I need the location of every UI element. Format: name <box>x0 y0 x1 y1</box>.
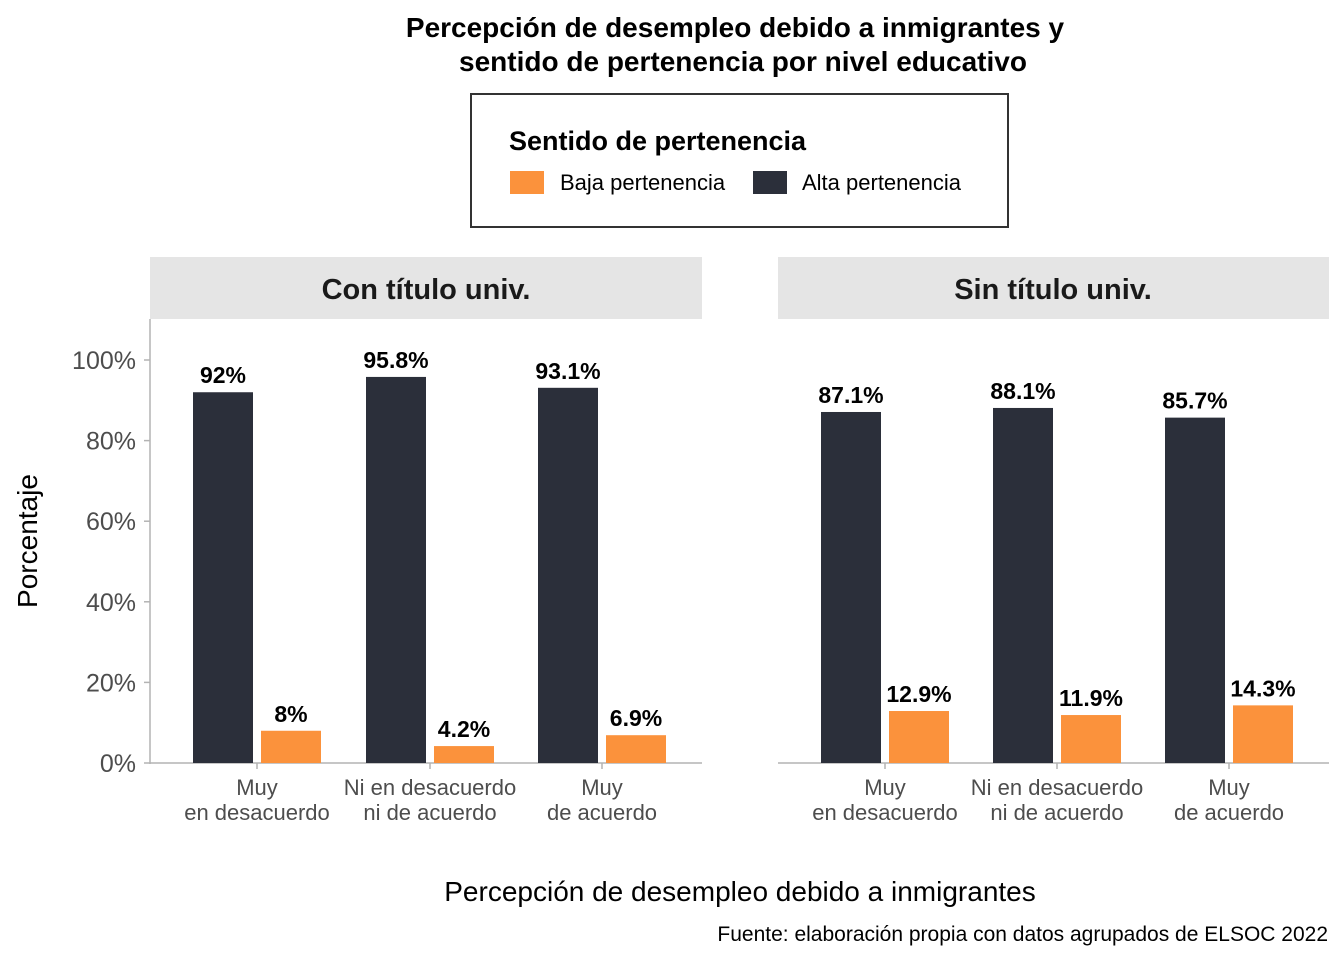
legend-label-baja: Baja pertenencia <box>560 170 726 195</box>
bar-value-label: 6.9% <box>610 705 662 731</box>
bar <box>366 376 426 763</box>
bar <box>889 711 949 763</box>
bar-value-label: 88.1% <box>990 378 1055 404</box>
bars-con-titulo: 92% 95.8% 93.1% 8% 4.2% 6.9% <box>193 347 666 763</box>
y-tick-label: 40% <box>86 589 136 617</box>
bar-value-label: 4.2% <box>438 716 490 742</box>
bar <box>1061 715 1121 763</box>
bar-value-label: 92% <box>200 362 246 388</box>
caption: Fuente: elaboración propia con datos agr… <box>717 923 1328 946</box>
x-axis-title: Percepción de desempleo debido a inmigra… <box>444 876 1036 907</box>
bar <box>1233 705 1293 763</box>
y-axis-title: Porcentaje <box>12 474 43 608</box>
x-tick-label: Ni en desacuerdo ni de acuerdo <box>344 775 516 825</box>
facet-strip-sin-titulo <box>778 257 1329 319</box>
legend-swatch-baja <box>510 171 544 194</box>
bar <box>193 392 253 763</box>
x-tick-label: Muy de acuerdo <box>547 775 657 825</box>
y-tick-label: 0% <box>100 750 136 778</box>
bar-value-label: 87.1% <box>818 382 883 408</box>
bar <box>821 411 881 763</box>
bar <box>434 746 494 763</box>
y-tick-label: 60% <box>86 508 136 536</box>
legend: Sentido de pertenencia Baja pertenencia … <box>470 93 1009 228</box>
x-ticks: Muy en desacuerdo Ni en desacuerdo ni de ac… <box>184 763 1284 825</box>
bar-value-label: 8% <box>274 701 307 727</box>
legend-box <box>470 93 1009 228</box>
bar-value-label: 95.8% <box>363 347 428 373</box>
y-tick-label: 100% <box>72 347 136 375</box>
bar <box>538 387 598 763</box>
bar <box>261 730 321 763</box>
legend-label-alta: Alta pertenencia <box>802 170 962 195</box>
bar-value-label: 12.9% <box>886 681 951 707</box>
x-tick-label: Muy en desacuerdo <box>812 775 958 825</box>
bar <box>1165 417 1225 763</box>
bar-value-label: 93.1% <box>535 358 600 384</box>
facet-strip-con-titulo <box>150 257 702 319</box>
facet-title-sin-titulo: Sin título univ. <box>954 274 1152 306</box>
x-tick-label: Muy de acuerdo <box>1174 775 1284 825</box>
y-ticks: 0% 20% 40% 60% 80% 100% <box>72 347 150 778</box>
bar <box>993 407 1053 763</box>
facet-title-con-titulo: Con título univ. <box>322 274 531 306</box>
bar <box>606 735 666 763</box>
bar-value-label: 11.9% <box>1059 685 1123 711</box>
bar-value-label: 85.7% <box>1162 388 1227 414</box>
legend-swatch-alta <box>753 171 787 194</box>
bars-sin-titulo: 87.1% 88.1% 85.7% 12.9% 11.9% 14.3% <box>818 378 1296 763</box>
x-tick-label: Ni en desacuerdo ni de acuerdo <box>971 775 1143 825</box>
bar-value-label: 14.3% <box>1230 675 1295 701</box>
y-tick-label: 20% <box>86 669 136 697</box>
chart-title-line-1: Percepción de desempleo debido a inmigra… <box>406 12 1065 43</box>
legend-title: Sentido de pertenencia <box>509 126 807 156</box>
chart-title-line-2: sentido de pertenencia por nivel educati… <box>459 46 1027 77</box>
y-tick-label: 80% <box>86 428 136 456</box>
x-tick-label: Muy en desacuerdo <box>184 775 330 825</box>
